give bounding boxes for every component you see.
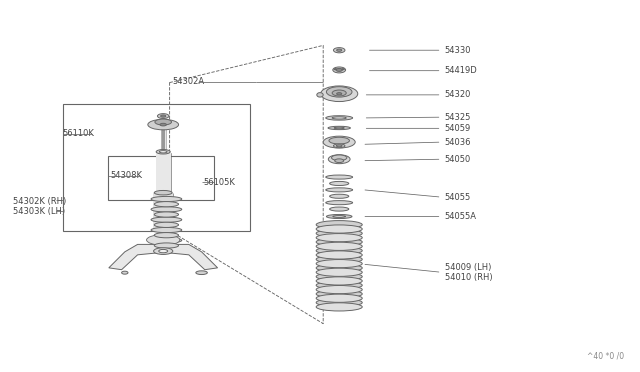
Ellipse shape bbox=[330, 182, 349, 186]
Ellipse shape bbox=[332, 90, 346, 96]
Ellipse shape bbox=[316, 255, 362, 263]
Text: 54308K: 54308K bbox=[110, 171, 142, 180]
Ellipse shape bbox=[151, 238, 182, 243]
Ellipse shape bbox=[316, 303, 362, 311]
Ellipse shape bbox=[326, 188, 353, 192]
Ellipse shape bbox=[154, 212, 179, 217]
Ellipse shape bbox=[323, 136, 355, 148]
Ellipse shape bbox=[336, 68, 342, 71]
Ellipse shape bbox=[154, 222, 179, 227]
Ellipse shape bbox=[316, 277, 362, 285]
Ellipse shape bbox=[316, 264, 362, 272]
Ellipse shape bbox=[147, 235, 180, 245]
Ellipse shape bbox=[154, 232, 179, 238]
Ellipse shape bbox=[333, 48, 345, 53]
Text: 54036: 54036 bbox=[445, 138, 471, 147]
Ellipse shape bbox=[330, 194, 349, 198]
Ellipse shape bbox=[196, 271, 207, 275]
Ellipse shape bbox=[316, 298, 362, 307]
Ellipse shape bbox=[317, 93, 323, 97]
Polygon shape bbox=[109, 244, 218, 270]
Ellipse shape bbox=[316, 285, 362, 294]
Text: 54055: 54055 bbox=[445, 193, 471, 202]
Ellipse shape bbox=[316, 273, 362, 281]
Ellipse shape bbox=[321, 86, 358, 102]
Ellipse shape bbox=[156, 150, 170, 154]
Text: 56105K: 56105K bbox=[204, 178, 236, 187]
Text: 54055A: 54055A bbox=[445, 212, 477, 221]
Text: 54325: 54325 bbox=[445, 113, 471, 122]
Ellipse shape bbox=[316, 251, 362, 259]
Ellipse shape bbox=[316, 290, 362, 298]
Text: 54330: 54330 bbox=[445, 46, 471, 55]
Ellipse shape bbox=[122, 271, 128, 274]
Text: 54302K (RH)
54303K (LH): 54302K (RH) 54303K (LH) bbox=[13, 197, 66, 216]
Ellipse shape bbox=[329, 137, 349, 144]
Ellipse shape bbox=[342, 68, 344, 70]
Ellipse shape bbox=[332, 155, 347, 161]
Ellipse shape bbox=[316, 268, 362, 276]
Ellipse shape bbox=[151, 207, 182, 212]
Text: 56110K: 56110K bbox=[63, 129, 95, 138]
Ellipse shape bbox=[316, 260, 362, 268]
Ellipse shape bbox=[333, 67, 346, 73]
Ellipse shape bbox=[326, 214, 352, 219]
Ellipse shape bbox=[332, 117, 346, 119]
Bar bbox=[153, 193, 173, 231]
Ellipse shape bbox=[333, 216, 346, 217]
Ellipse shape bbox=[328, 126, 351, 130]
Ellipse shape bbox=[326, 87, 352, 97]
Ellipse shape bbox=[159, 151, 167, 153]
Ellipse shape bbox=[330, 207, 349, 211]
Text: 54009 (LH)
54010 (RH): 54009 (LH) 54010 (RH) bbox=[445, 263, 492, 282]
Ellipse shape bbox=[316, 238, 362, 246]
Text: 54050: 54050 bbox=[445, 155, 471, 164]
Ellipse shape bbox=[316, 221, 362, 229]
Ellipse shape bbox=[154, 190, 172, 195]
Text: 54419D: 54419D bbox=[445, 66, 477, 75]
Ellipse shape bbox=[316, 242, 362, 250]
Ellipse shape bbox=[337, 145, 342, 147]
Bar bbox=[108, 156, 214, 200]
Ellipse shape bbox=[337, 93, 342, 95]
Ellipse shape bbox=[151, 196, 182, 202]
Ellipse shape bbox=[151, 217, 182, 222]
Ellipse shape bbox=[160, 123, 166, 126]
Text: 54302A: 54302A bbox=[173, 77, 205, 86]
Ellipse shape bbox=[316, 281, 362, 289]
Ellipse shape bbox=[328, 155, 350, 164]
Ellipse shape bbox=[161, 115, 166, 117]
Bar bbox=[63, 104, 250, 231]
Text: 54059: 54059 bbox=[445, 124, 471, 133]
Ellipse shape bbox=[334, 68, 337, 70]
Ellipse shape bbox=[333, 144, 345, 148]
Ellipse shape bbox=[334, 127, 344, 129]
Ellipse shape bbox=[159, 249, 168, 253]
Ellipse shape bbox=[326, 175, 353, 179]
Ellipse shape bbox=[148, 119, 179, 130]
Ellipse shape bbox=[316, 247, 362, 255]
Bar bbox=[156, 153, 171, 193]
Ellipse shape bbox=[157, 114, 169, 118]
Ellipse shape bbox=[326, 116, 353, 120]
Ellipse shape bbox=[316, 225, 362, 233]
Ellipse shape bbox=[154, 248, 173, 254]
Ellipse shape bbox=[154, 243, 179, 248]
Ellipse shape bbox=[316, 229, 362, 237]
Text: 54320: 54320 bbox=[445, 90, 471, 99]
Ellipse shape bbox=[316, 294, 362, 302]
Ellipse shape bbox=[155, 119, 172, 125]
Ellipse shape bbox=[337, 49, 342, 51]
Ellipse shape bbox=[316, 234, 362, 242]
Ellipse shape bbox=[335, 159, 344, 163]
Ellipse shape bbox=[151, 227, 182, 232]
Ellipse shape bbox=[326, 201, 353, 205]
Text: ^40 *0 /0: ^40 *0 /0 bbox=[587, 351, 624, 360]
Ellipse shape bbox=[154, 202, 179, 207]
